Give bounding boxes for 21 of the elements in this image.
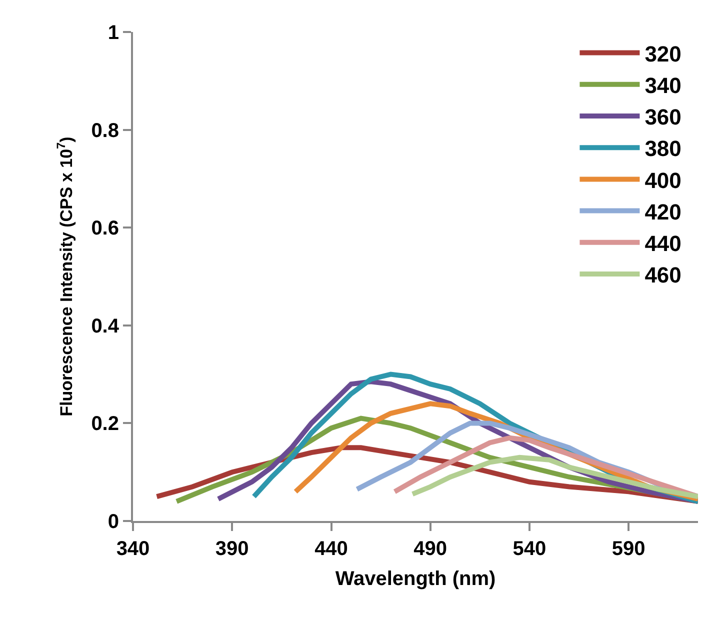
y-tick-label: 0.4: [91, 315, 120, 338]
y-tick-label: 0: [108, 511, 119, 533]
x-tick-label: 440: [314, 538, 348, 560]
legend-label: 360: [644, 104, 682, 130]
y-tick-label: 1: [108, 22, 119, 44]
x-tick-label: 540: [512, 538, 546, 560]
y-tick-label: 0.6: [91, 218, 119, 240]
legend-label: 420: [644, 199, 682, 224]
x-tick-label: 490: [414, 538, 448, 560]
y-tick-label: 0.2: [91, 413, 119, 436]
y-tick-label: 0.8: [91, 120, 119, 142]
x-axis-title: Wavelength (nm): [335, 568, 496, 590]
legend-label: 340: [644, 72, 682, 98]
x-tick-label: 590: [612, 538, 646, 560]
legend-label: 440: [644, 230, 682, 256]
x-tick-label: 340: [116, 538, 150, 560]
legend-label: 460: [644, 262, 682, 288]
legend-label: 380: [644, 136, 682, 162]
legend-label: 320: [644, 41, 682, 66]
legend-label: 400: [644, 168, 682, 193]
x-tick-label: 390: [215, 538, 249, 560]
